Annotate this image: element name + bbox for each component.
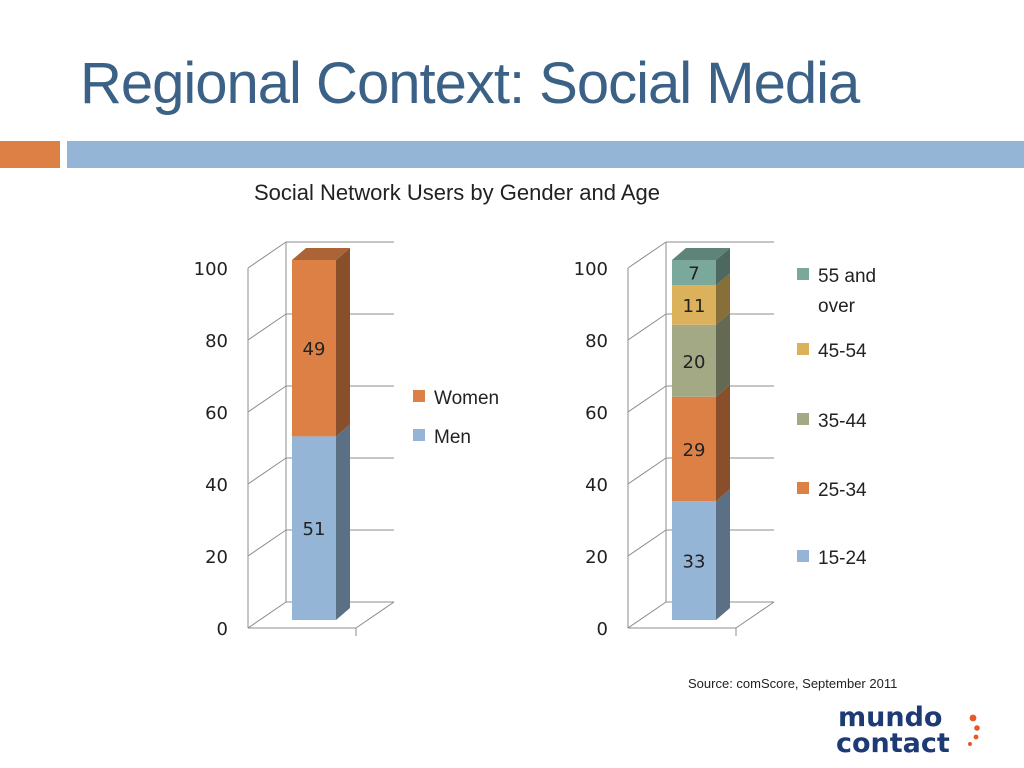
legend-label: 55 and	[818, 266, 876, 287]
legend-label: Women	[434, 388, 499, 409]
gridline-diagonal	[247, 529, 287, 557]
y-tick-label: 20	[585, 547, 608, 568]
bar-side	[336, 424, 350, 620]
gridline-diagonal	[627, 385, 667, 413]
gridline-diagonal	[247, 385, 287, 413]
data-label: 49	[303, 339, 326, 360]
accent-bar-orange	[0, 141, 60, 168]
logo-dot-4	[968, 742, 972, 746]
legend-swatch	[413, 390, 425, 402]
gridline-diagonal	[247, 241, 287, 269]
legend-swatch	[797, 413, 809, 425]
y-tick-label: 80	[205, 331, 228, 352]
bar-segment-women	[292, 260, 336, 437]
accent-bar-blue	[67, 141, 1024, 168]
gridline-diagonal	[627, 457, 667, 485]
bar-segment-55-and-over	[672, 260, 716, 286]
bar-segment-45-54	[672, 285, 716, 325]
bar-segment-25-34	[672, 396, 716, 502]
chart-1: 0 20 40 60 80 100 51 49 Women Men	[194, 241, 499, 640]
legend-label: 45-54	[818, 341, 867, 362]
bar-side	[716, 248, 730, 286]
bar-side	[336, 248, 350, 437]
bar-side	[716, 273, 730, 325]
bar-top	[292, 248, 350, 260]
legend-swatch	[797, 550, 809, 562]
y-tick-label: 40	[585, 475, 608, 496]
bar-side	[716, 312, 730, 397]
logo-word-1: mundo	[838, 702, 942, 733]
floor-side-edge	[735, 601, 775, 629]
data-label: 20	[683, 352, 706, 373]
legend-label-cont: over	[818, 296, 856, 317]
legend-swatch	[413, 429, 425, 441]
logo-word-2: contact	[836, 728, 950, 756]
legend-swatch	[797, 482, 809, 494]
bar-segment-35-44	[672, 324, 716, 397]
chart-title: Social Network Users by Gender and Age	[254, 180, 660, 205]
legend-label: 25-34	[818, 480, 867, 501]
gridline-diagonal	[247, 601, 287, 629]
floor-side-edge	[355, 601, 395, 629]
mundo-contact-logo: mundo contact	[836, 702, 980, 756]
bar-side	[716, 384, 730, 502]
y-tick-label: 0	[597, 619, 608, 640]
y-tick-label: 40	[205, 475, 228, 496]
data-label: 33	[683, 552, 706, 573]
chart-2: 0 20 40 60 80 100 33 29 20 11 7 15-24 25-34 35-44 45-5…	[574, 241, 876, 640]
logo-dot-3	[973, 734, 979, 740]
y-tick-label: 20	[205, 547, 228, 568]
gridline-diagonal	[627, 241, 667, 269]
bar-top	[672, 248, 730, 260]
y-tick-label: 100	[574, 259, 608, 280]
legend-swatch	[797, 268, 809, 280]
y-tick-label: 0	[217, 619, 228, 640]
source-note: Source: comScore, September 2011	[688, 676, 898, 691]
slide-title: Regional Context: Social Media	[80, 51, 860, 116]
data-label: 11	[683, 296, 706, 317]
data-label: 7	[688, 264, 699, 285]
gridline-diagonal	[627, 313, 667, 341]
logo-dot-2	[974, 725, 980, 731]
y-tick-label: 60	[585, 403, 608, 424]
gridline-diagonal	[627, 601, 667, 629]
y-tick-label: 60	[205, 403, 228, 424]
logo-dot-1	[969, 714, 977, 722]
legend-label: 35-44	[818, 411, 867, 432]
gridline-diagonal	[627, 529, 667, 557]
bar-side	[716, 489, 730, 620]
legend-label: 15-24	[818, 548, 867, 569]
gridline-diagonal	[247, 457, 287, 485]
bar-segment-men	[292, 436, 336, 620]
y-tick-label: 100	[194, 259, 228, 280]
bar-segment-15-24	[672, 501, 716, 620]
data-label: 29	[683, 440, 706, 461]
legend-swatch	[797, 343, 809, 355]
y-tick-label: 80	[585, 331, 608, 352]
legend-label: Men	[434, 427, 471, 448]
gridline-diagonal	[247, 313, 287, 341]
data-label: 51	[303, 519, 326, 540]
